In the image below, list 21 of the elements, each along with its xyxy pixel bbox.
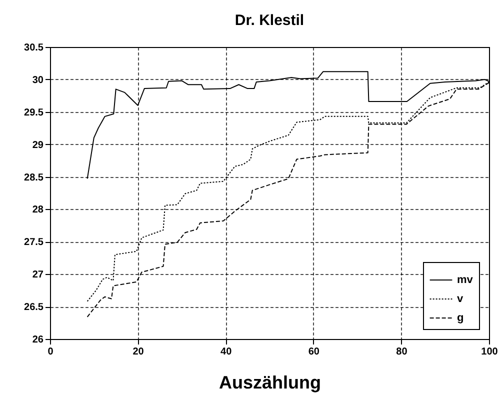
y-tick-label: 30 bbox=[32, 74, 44, 86]
x-axis-title: Auszählung bbox=[219, 372, 321, 392]
x-tick-label: 80 bbox=[396, 346, 408, 358]
chart-title: Dr. Klestil bbox=[234, 12, 304, 29]
x-tick-label: 60 bbox=[308, 346, 320, 358]
x-tick-label: 100 bbox=[481, 346, 498, 358]
y-tick-label: 28 bbox=[32, 204, 44, 216]
y-tick-label: 26 bbox=[32, 334, 44, 346]
y-tick-label: 28.5 bbox=[24, 172, 44, 184]
x-tick-label: 0 bbox=[48, 346, 54, 358]
y-tick-label: 26.5 bbox=[24, 302, 44, 314]
legend-label: mv bbox=[457, 274, 474, 286]
y-tick-label: 27.5 bbox=[24, 237, 44, 248]
y-tick-label: 29.5 bbox=[24, 107, 44, 118]
x-tick-label: 40 bbox=[220, 346, 232, 358]
y-tick-label: 30.5 bbox=[24, 42, 44, 54]
y-tick-label: 29 bbox=[32, 140, 44, 151]
x-tick-label: 20 bbox=[132, 346, 144, 358]
y-tick-label: 27 bbox=[32, 270, 44, 281]
legend-label: g bbox=[457, 312, 464, 324]
legend-label: v bbox=[457, 293, 464, 305]
